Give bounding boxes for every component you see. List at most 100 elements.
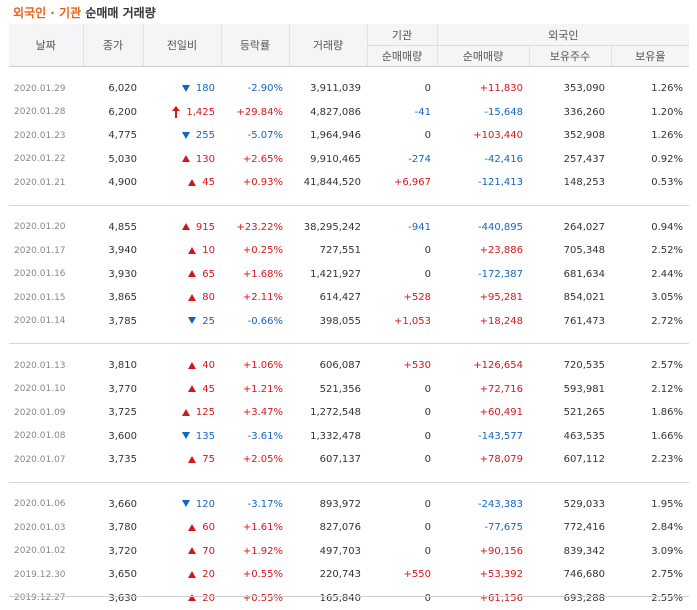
cell-date: 2020.01.14 [9, 310, 83, 334]
cell-volume: 398,055 [289, 310, 367, 334]
group-spacer [9, 67, 689, 78]
cell-close: 4,855 [83, 216, 143, 240]
cell-institution-net: 0 [367, 493, 437, 517]
cell-foreign-ratio: 1.95% [611, 493, 689, 517]
arrow-down-icon [188, 317, 196, 324]
header-foreign-net: 순매매량 [437, 46, 529, 67]
cell-rate: +1.21% [221, 378, 289, 402]
change-value: 75 [202, 454, 215, 465]
cell-volume: 9,910,465 [289, 148, 367, 172]
cell-volume: 3,911,039 [289, 77, 367, 101]
cell-close: 3,930 [83, 263, 143, 287]
group-separator [9, 472, 689, 483]
header-foreign-ratio: 보유율 [611, 46, 689, 67]
cell-date: 2019.12.30 [9, 563, 83, 587]
cell-change: 1,425 [143, 101, 221, 125]
header-foreign-group: 외국인 [437, 24, 689, 46]
cell-rate: -3.61% [221, 425, 289, 449]
cell-change: 255 [143, 124, 221, 148]
cell-change: 20 [143, 587, 221, 610]
cell-foreign-holdings: 257,437 [529, 148, 611, 172]
cell-foreign-holdings: 521,265 [529, 401, 611, 425]
cell-institution-net: 0 [367, 516, 437, 540]
cell-foreign-holdings: 353,090 [529, 77, 611, 101]
title-net-trading-volume: 순매매 거래량 [85, 6, 155, 20]
cell-rate: +23.22% [221, 216, 289, 240]
change-value: 45 [202, 384, 215, 395]
cell-institution-net: 0 [367, 425, 437, 449]
cell-rate: -2.90% [221, 77, 289, 101]
cell-foreign-ratio: 1.66% [611, 425, 689, 449]
cell-change: 20 [143, 563, 221, 587]
cell-date: 2020.01.23 [9, 124, 83, 148]
cell-foreign-net: +78,079 [437, 448, 529, 472]
cell-volume: 1,421,927 [289, 263, 367, 287]
cell-foreign-net: +53,392 [437, 563, 529, 587]
cell-institution-net: 0 [367, 239, 437, 263]
cell-foreign-holdings: 746,680 [529, 563, 611, 587]
cell-institution-net: 0 [367, 401, 437, 425]
cell-foreign-holdings: 336,260 [529, 101, 611, 125]
change-value: 60 [202, 522, 215, 533]
cell-volume: 1,272,548 [289, 401, 367, 425]
cell-institution-net: 0 [367, 263, 437, 287]
cell-foreign-holdings: 720,535 [529, 354, 611, 378]
investor-trading-table: 날짜 종가 전일비 등락률 거래량 기관 외국인 순매매량 순매매량 보유주수 … [9, 24, 689, 610]
cell-close: 3,780 [83, 516, 143, 540]
cell-date: 2020.01.28 [9, 101, 83, 125]
cell-foreign-net: +126,654 [437, 354, 529, 378]
change-value: 80 [202, 292, 215, 303]
cell-rate: -0.66% [221, 310, 289, 334]
cell-rate: +1.68% [221, 263, 289, 287]
change-value: 135 [196, 431, 215, 442]
cell-close: 3,725 [83, 401, 143, 425]
cell-foreign-ratio: 1.26% [611, 77, 689, 101]
cell-volume: 220,743 [289, 563, 367, 587]
cell-date: 2020.01.09 [9, 401, 83, 425]
cell-foreign-holdings: 264,027 [529, 216, 611, 240]
cell-foreign-holdings: 463,535 [529, 425, 611, 449]
cell-change: 180 [143, 77, 221, 101]
cell-foreign-holdings: 761,473 [529, 310, 611, 334]
cell-institution-net: +528 [367, 286, 437, 310]
header-date: 날짜 [9, 24, 83, 67]
cell-rate: +0.55% [221, 563, 289, 587]
cell-institution-net: 0 [367, 378, 437, 402]
cell-foreign-net: +61,156 [437, 587, 529, 610]
cell-foreign-net: -42,416 [437, 148, 529, 172]
change-value: 255 [196, 130, 215, 141]
cell-close: 3,770 [83, 378, 143, 402]
arrow-up-icon [188, 179, 196, 186]
cell-date: 2020.01.13 [9, 354, 83, 378]
cell-institution-net: 0 [367, 587, 437, 610]
header-institution-net: 순매매량 [367, 46, 437, 67]
change-value: 10 [202, 245, 215, 256]
cell-change: 70 [143, 540, 221, 564]
group-separator [9, 195, 689, 206]
cell-volume: 1,332,478 [289, 425, 367, 449]
cell-rate: +3.47% [221, 401, 289, 425]
cell-close: 3,735 [83, 448, 143, 472]
cell-date: 2020.01.08 [9, 425, 83, 449]
header-close: 종가 [83, 24, 143, 67]
arrow-down-icon [182, 500, 190, 507]
cell-change: 45 [143, 378, 221, 402]
section-title: 외국인 · 기관 순매매 거래량 [13, 4, 156, 20]
cell-foreign-holdings: 148,253 [529, 171, 611, 195]
cell-rate: +1.06% [221, 354, 289, 378]
group-separator [9, 333, 689, 344]
arrow-up-icon [188, 385, 196, 392]
cell-volume: 614,427 [289, 286, 367, 310]
cell-close: 3,650 [83, 563, 143, 587]
cell-close: 3,865 [83, 286, 143, 310]
cell-foreign-net: -121,413 [437, 171, 529, 195]
change-value: 915 [196, 222, 215, 233]
arrow-down-icon [182, 432, 190, 439]
